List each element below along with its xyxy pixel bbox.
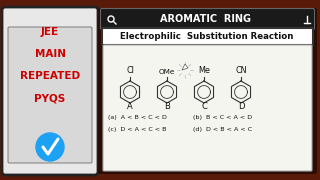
Text: Electrophilic  Substitution Reaction: Electrophilic Substitution Reaction [120,32,294,41]
Text: JEE: JEE [41,27,59,37]
Text: A: A [127,102,133,111]
Text: (b)  B < C < A < D: (b) B < C < A < D [193,116,252,120]
FancyBboxPatch shape [100,8,315,30]
FancyBboxPatch shape [2,7,98,175]
FancyBboxPatch shape [98,8,317,174]
Text: AROMATIC  RING: AROMATIC RING [159,14,251,24]
Text: (a)  A < B < C < D: (a) A < B < C < D [108,116,167,120]
FancyBboxPatch shape [103,45,312,171]
Text: (c)  D < A < C < B: (c) D < A < C < B [108,127,166,132]
Polygon shape [182,64,188,70]
Text: PYQS: PYQS [34,93,66,103]
Text: D: D [238,102,244,111]
Text: REPEATED: REPEATED [20,71,80,81]
Circle shape [36,133,64,161]
Text: (d)  D < B < A < C: (d) D < B < A < C [193,127,252,132]
Text: B: B [164,102,170,111]
Text: C: C [201,102,207,111]
FancyBboxPatch shape [8,27,92,163]
Text: OMe: OMe [159,69,175,75]
FancyBboxPatch shape [102,28,313,45]
Text: Me: Me [198,66,210,75]
Text: MAIN: MAIN [35,49,66,59]
Text: Cl: Cl [126,66,134,75]
Text: CN: CN [235,66,247,75]
